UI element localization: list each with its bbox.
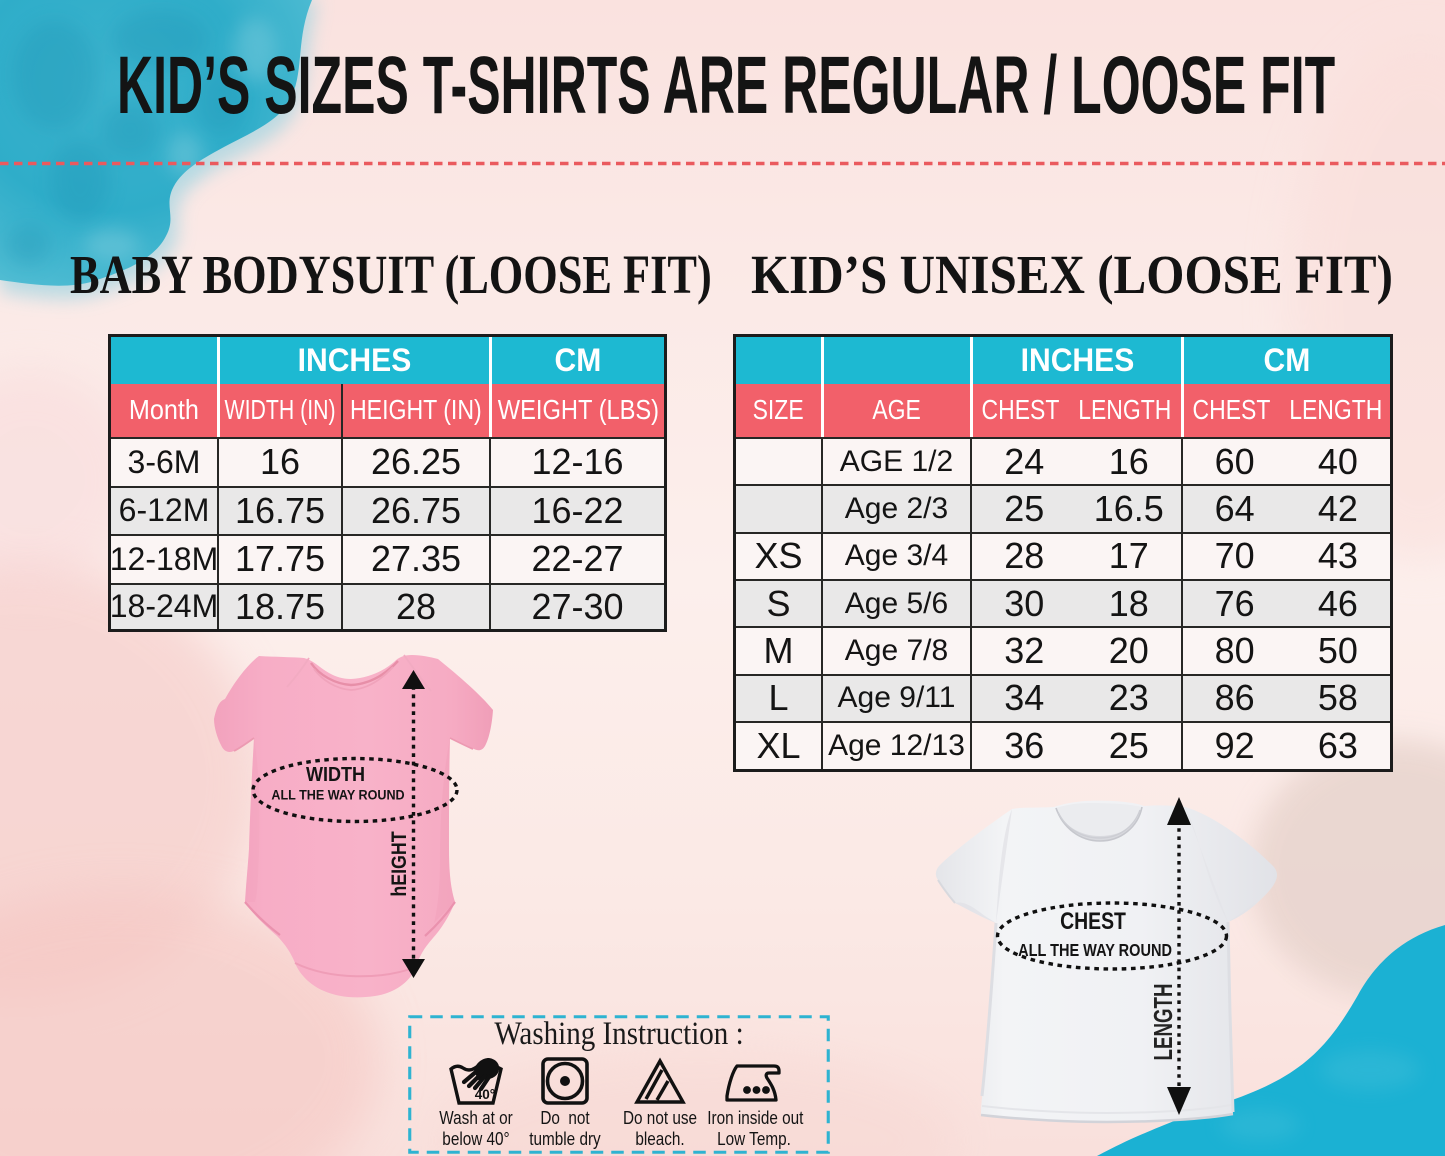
svg-text:ALL THE WAY ROUND: ALL THE WAY ROUND xyxy=(1018,941,1172,961)
svg-text:CHEST: CHEST xyxy=(1060,907,1126,934)
svg-text:hEIGHT: hEIGHT xyxy=(388,831,412,896)
svg-text:LENGTH: LENGTH xyxy=(1148,984,1178,1061)
svg-text:ALL THE WAY ROUND: ALL THE WAY ROUND xyxy=(271,787,405,803)
svg-text:WIDTH: WIDTH xyxy=(306,764,365,786)
svg-text:40°: 40° xyxy=(475,1087,495,1102)
